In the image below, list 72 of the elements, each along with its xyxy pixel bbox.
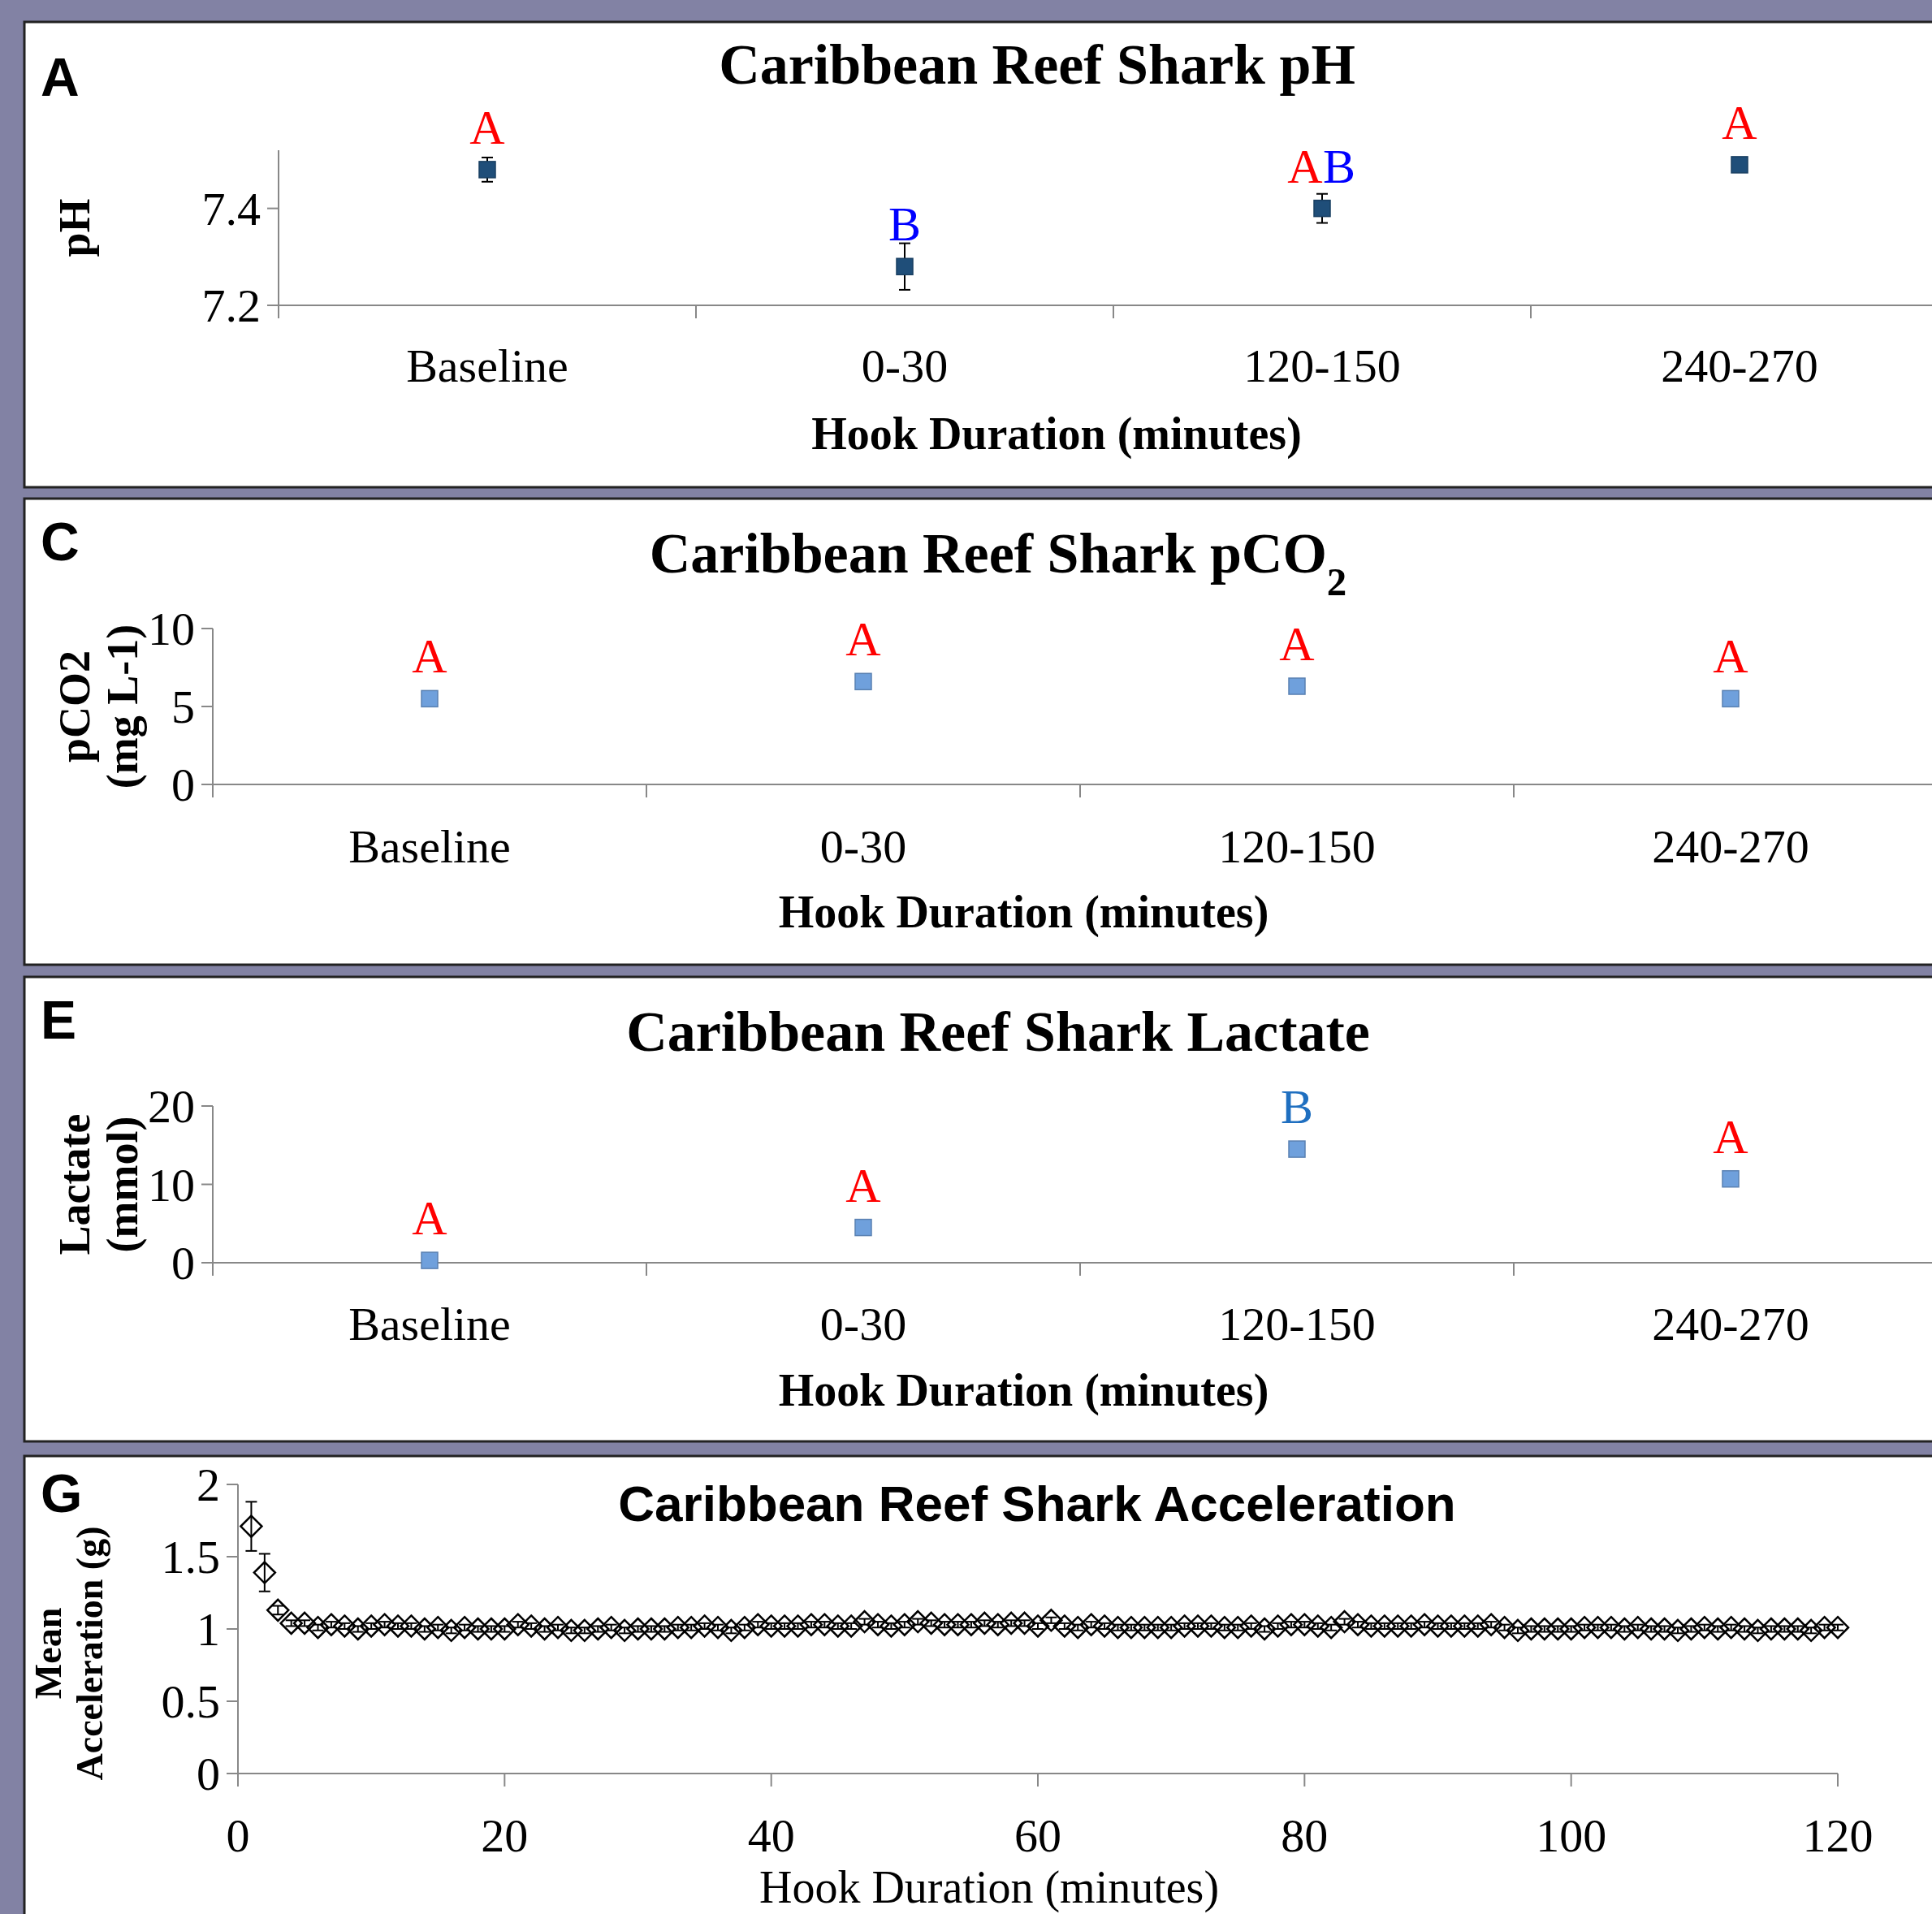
chart-title: Caribbean Reef Shark pCO$_{2}$ — [649, 522, 1347, 604]
y-axis-title: Mean Acceleration (g) — [28, 1526, 110, 1781]
x-tick-label: Baseline — [348, 820, 511, 873]
point — [854, 1218, 872, 1237]
x-axis-title: Hook Duration (minutes) — [778, 887, 1269, 938]
point — [854, 672, 872, 691]
x-tick-label: 0-30 — [819, 1298, 907, 1350]
text: C — [41, 512, 80, 572]
y-axis-title: Lactate (mmol) — [50, 1113, 148, 1255]
x-tick-label: 100 — [1536, 1809, 1607, 1862]
text: A — [41, 47, 80, 107]
y-tick-label: 0 — [171, 758, 195, 812]
chart-title: Caribbean Reef Shark pH — [719, 33, 1355, 96]
point — [1722, 689, 1740, 708]
text: G — [41, 1463, 83, 1523]
y-tick-label: 5 — [171, 680, 195, 734]
annotation: B — [1280, 1080, 1314, 1134]
x-tick-label: 240-270 — [1661, 339, 1818, 392]
annotation: A — [412, 1191, 447, 1246]
y-tick-label: 10 — [148, 1158, 195, 1212]
point — [478, 161, 496, 179]
x-tick-label: 40 — [747, 1809, 795, 1862]
annotation: B — [888, 197, 922, 252]
point — [1731, 156, 1748, 174]
annotation: A — [412, 629, 447, 684]
text: E — [41, 990, 77, 1050]
y-tick-label: 0 — [171, 1237, 195, 1290]
x-tick-label: 240-270 — [1652, 1298, 1809, 1350]
point — [1288, 1140, 1306, 1158]
x-tick-label: 80 — [1281, 1809, 1329, 1862]
y-tick-label: 0 — [197, 1748, 220, 1801]
x-tick-label: 0-30 — [861, 339, 949, 392]
annotation: A — [1713, 1109, 1748, 1164]
y-tick-label: 7.4 — [201, 182, 261, 235]
x-tick-label: 120-150 — [1243, 339, 1401, 392]
annotation: A — [845, 1158, 881, 1212]
x-tick-label: 60 — [1014, 1809, 1061, 1862]
y-tick-label: 1.5 — [161, 1531, 220, 1584]
y-tick-label: 0.5 — [161, 1675, 220, 1729]
x-tick-label: 120-150 — [1218, 1298, 1376, 1350]
point — [1313, 199, 1331, 218]
y-axis-title: pCO2 (mg L-1) — [50, 624, 148, 789]
y-tick-label: 10 — [148, 603, 195, 656]
x-tick-label: Baseline — [348, 1298, 511, 1350]
annotation: A — [1279, 617, 1315, 672]
annotation: A — [1713, 629, 1748, 684]
x-tick-label: 240-270 — [1652, 820, 1809, 873]
y-tick-label: 7.2 — [201, 279, 261, 333]
x-tick-label: 120-150 — [1218, 820, 1376, 873]
point — [421, 1251, 439, 1269]
annotation: A — [1287, 139, 1323, 193]
x-tick-label: 0-30 — [819, 820, 907, 873]
chart-title: Caribbean Reef Shark Lactate — [626, 1000, 1370, 1063]
y-tick-label: 1 — [197, 1603, 220, 1657]
annotation: A — [469, 100, 505, 154]
annotation: B — [1322, 139, 1356, 193]
annotation: A — [845, 612, 881, 667]
x-axis-title: Hook Duration (minutes) — [778, 1365, 1269, 1416]
x-tick-label: 120 — [1802, 1809, 1874, 1862]
point — [1288, 677, 1306, 695]
x-axis-title: Hook Duration (minutes) — [759, 1862, 1220, 1913]
chart-title: Caribbean Reef Shark Acceleration — [618, 1475, 1456, 1532]
y-tick-label: 20 — [148, 1080, 195, 1134]
x-tick-label: 20 — [481, 1809, 529, 1862]
y-tick-label: 2 — [197, 1458, 220, 1512]
point — [421, 689, 439, 708]
point — [896, 257, 914, 275]
annotation: A — [1722, 95, 1757, 149]
point — [1722, 1169, 1740, 1188]
x-tick-label: Baseline — [406, 339, 568, 392]
x-axis-title: Hook Duration (minutes) — [811, 408, 1302, 460]
y-axis-title: pH — [50, 198, 99, 257]
